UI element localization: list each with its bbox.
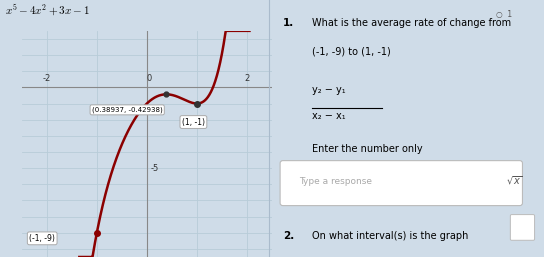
- Text: ○  1: ○ 1: [496, 10, 512, 19]
- Text: 0: 0: [147, 74, 152, 82]
- Text: Enter the number only: Enter the number only: [312, 144, 423, 154]
- Text: On what interval(s) is the graph: On what interval(s) is the graph: [312, 231, 469, 241]
- Text: (1, -1): (1, -1): [182, 117, 205, 126]
- FancyBboxPatch shape: [280, 161, 522, 206]
- Text: 2.: 2.: [283, 231, 294, 241]
- Text: x₂ − x₁: x₂ − x₁: [312, 111, 346, 121]
- Text: 2: 2: [244, 74, 250, 82]
- Text: (-1, -9): (-1, -9): [29, 234, 55, 243]
- Text: y₂ − y₁: y₂ − y₁: [312, 85, 346, 95]
- Text: Type a response: Type a response: [299, 177, 372, 186]
- Text: What is the average rate of change from: What is the average rate of change from: [312, 18, 511, 28]
- Text: (-1, -9) to (1, -1): (-1, -9) to (1, -1): [312, 46, 391, 56]
- Text: $x^5 - 4x^2 + 3x - 1$: $x^5 - 4x^2 + 3x - 1$: [5, 3, 90, 18]
- Text: $\sqrt{x}$: $\sqrt{x}$: [506, 175, 523, 187]
- Text: 1.: 1.: [283, 18, 294, 28]
- FancyBboxPatch shape: [510, 215, 535, 240]
- Text: -5: -5: [151, 164, 159, 173]
- Text: (0.38937, -0.42938): (0.38937, -0.42938): [92, 107, 163, 113]
- Text: -2: -2: [42, 74, 51, 82]
